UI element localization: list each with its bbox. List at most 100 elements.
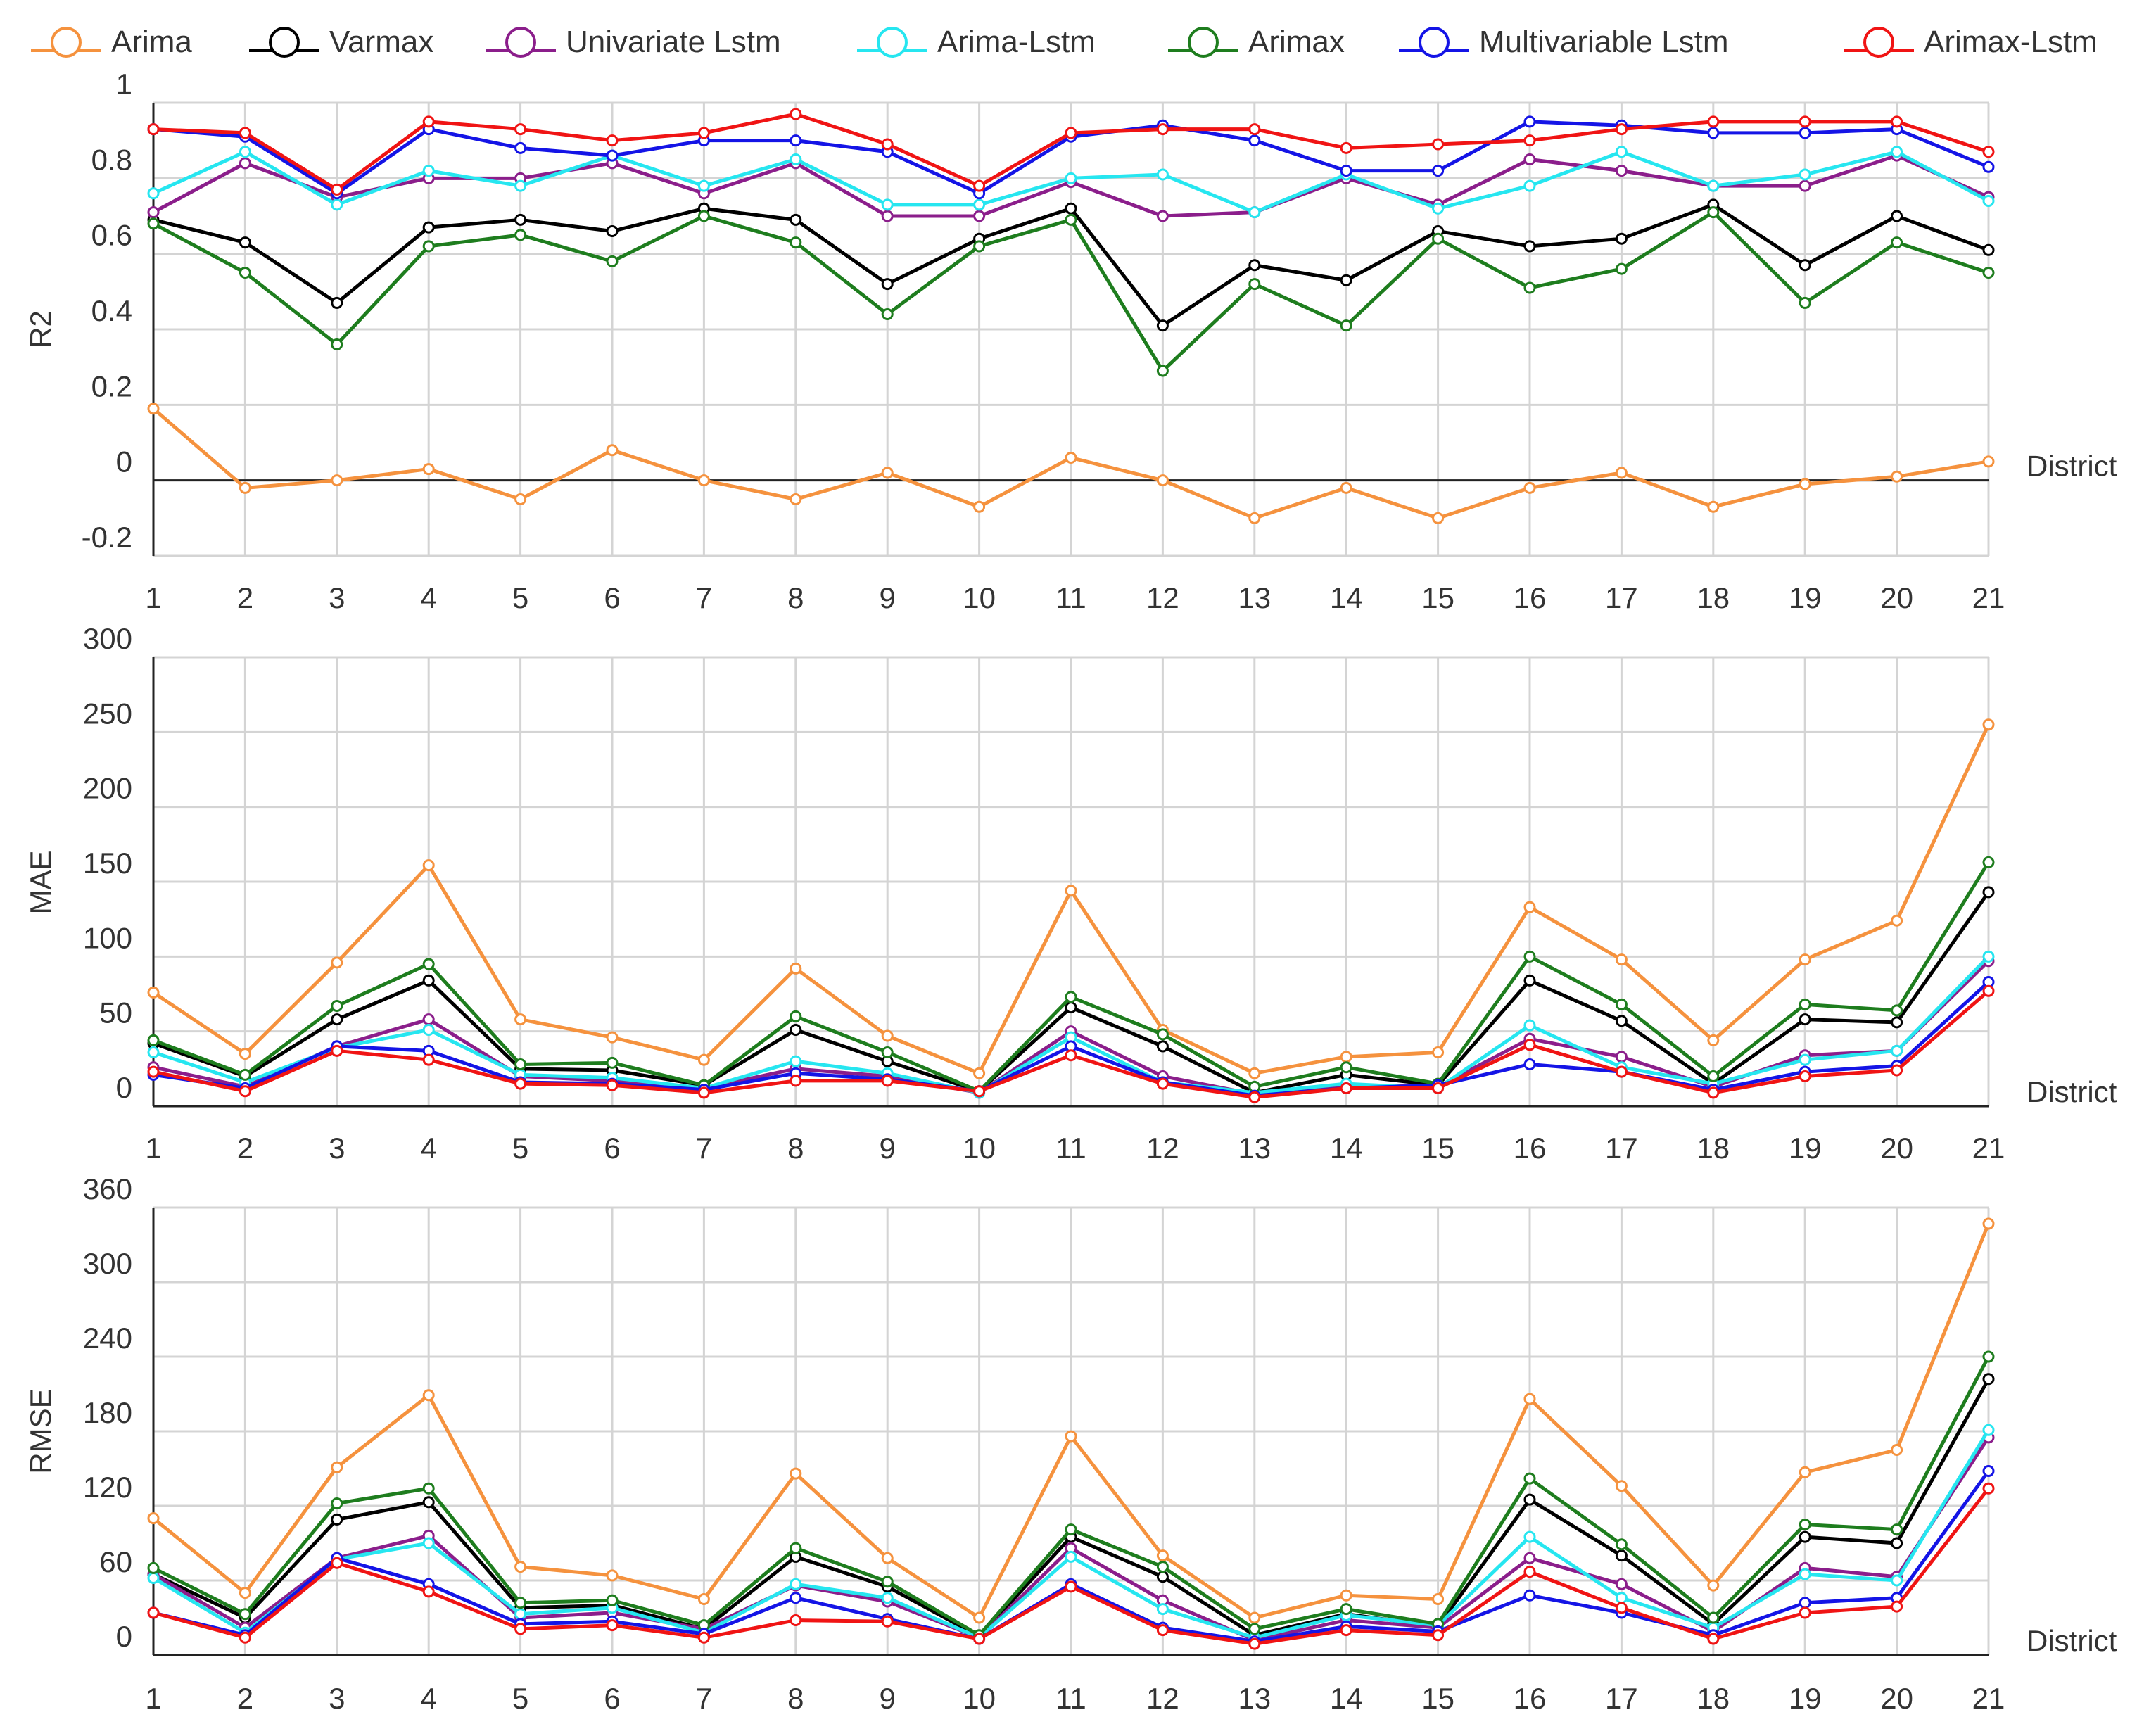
y-tick-label: 0.2 [91, 369, 132, 403]
x-tick-label: 4 [421, 1682, 437, 1715]
data-point [422, 1537, 435, 1549]
data-point [422, 1585, 435, 1598]
data-point [1248, 1611, 1261, 1624]
data-point [1707, 1034, 1720, 1046]
data-point [973, 500, 986, 513]
data-point [514, 1623, 527, 1635]
y-tick-label: 200 [83, 772, 132, 805]
legend-item: Arima-Lstm [857, 25, 1096, 59]
data-point [1156, 1077, 1169, 1090]
data-point [239, 267, 251, 279]
data-point [1065, 202, 1077, 215]
data-point [1982, 146, 1995, 158]
data-point [1248, 134, 1261, 147]
data-point [1707, 1070, 1720, 1082]
x-tick-label: 6 [604, 1132, 620, 1165]
x-tick-label: 9 [880, 581, 896, 614]
data-point [1523, 1589, 1536, 1602]
series-arima [147, 718, 1995, 1079]
x-tick-label: 11 [1055, 1682, 1086, 1715]
data-point [1891, 1537, 1903, 1549]
data-point [1799, 168, 1811, 181]
data-point [1156, 168, 1169, 181]
data-point [1065, 1430, 1077, 1443]
data-point [1707, 1086, 1720, 1099]
x-tick-label: 17 [1605, 581, 1638, 614]
data-point [331, 1013, 343, 1026]
data-point [1707, 127, 1720, 139]
data-point [1891, 1574, 1903, 1587]
y-tick-label: 1 [116, 68, 132, 101]
data-point [790, 1024, 802, 1037]
data-point [1707, 179, 1720, 192]
x-tick-label: 16 [1514, 581, 1547, 614]
data-point [147, 1512, 160, 1525]
data-point [1340, 319, 1352, 332]
data-point [1340, 481, 1352, 494]
data-point [514, 1013, 527, 1026]
data-point [239, 146, 251, 158]
y-axis-title: MAE [24, 850, 57, 914]
data-point [1799, 953, 1811, 966]
data-point [697, 179, 710, 192]
data-point [790, 213, 802, 226]
data-point [1615, 1578, 1628, 1590]
x-tick-label: 13 [1238, 581, 1271, 614]
data-point [147, 1561, 160, 1574]
x-tick-label: 12 [1146, 1682, 1179, 1715]
data-point [1615, 1051, 1628, 1063]
data-point [1799, 1053, 1811, 1066]
series-arimax [147, 206, 1995, 377]
y-tick-label: 0.6 [91, 219, 132, 252]
data-point [239, 1085, 251, 1098]
data-point [1615, 262, 1628, 275]
data-point [1065, 213, 1077, 226]
x-tick-label: 10 [963, 1682, 996, 1715]
x-tick-label: 5 [512, 581, 528, 614]
x-tick-label: 1 [145, 581, 161, 614]
y-tick-label: 360 [83, 1172, 132, 1205]
data-point [147, 217, 160, 230]
data-point [422, 1496, 435, 1509]
data-point [697, 1631, 710, 1644]
y-tick-label: 100 [83, 921, 132, 954]
legend-item: Varmax [249, 25, 433, 59]
data-point [1156, 123, 1169, 136]
x-tick-label: 10 [963, 1132, 996, 1165]
data-point [422, 1053, 435, 1066]
legend-circle-marker [1863, 27, 1894, 58]
x-tick-label: 8 [787, 1682, 804, 1715]
data-point [239, 157, 251, 170]
data-point [1891, 1523, 1903, 1536]
y-tick-label: 0 [116, 445, 132, 478]
series-varmax [147, 198, 1995, 332]
data-point [1523, 1493, 1536, 1506]
data-point [697, 210, 710, 222]
x-tick-label: 20 [1880, 1132, 1913, 1165]
data-point [514, 1561, 527, 1573]
data-point [1982, 1424, 1995, 1436]
data-point [1156, 474, 1169, 487]
y-tick-label: 120 [83, 1471, 132, 1504]
data-point [331, 1044, 343, 1057]
data-point [1615, 1602, 1628, 1614]
data-point [1340, 141, 1352, 154]
data-point [606, 1056, 619, 1069]
data-point [1799, 1606, 1811, 1619]
data-point [422, 1482, 435, 1495]
data-point [1432, 1082, 1445, 1094]
data-point [1523, 1019, 1536, 1032]
data-point [1432, 512, 1445, 524]
x-tick-label: 16 [1514, 1682, 1547, 1715]
x-tick-label: 1 [145, 1682, 161, 1715]
data-point [1982, 160, 1995, 173]
legend-circle-marker [505, 27, 536, 58]
legend-label: Arima [111, 25, 192, 59]
data-point [422, 1024, 435, 1037]
data-point [514, 1077, 527, 1090]
x-tick-label: 11 [1055, 1132, 1086, 1165]
legend-label: Arimax [1248, 25, 1345, 59]
data-point [1523, 1039, 1536, 1051]
data-point [1891, 210, 1903, 222]
data-point [606, 224, 619, 237]
